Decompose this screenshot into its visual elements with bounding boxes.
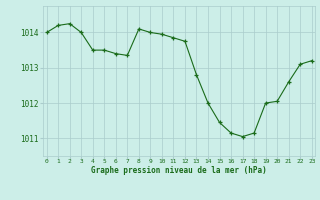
X-axis label: Graphe pression niveau de la mer (hPa): Graphe pression niveau de la mer (hPa): [91, 166, 267, 175]
